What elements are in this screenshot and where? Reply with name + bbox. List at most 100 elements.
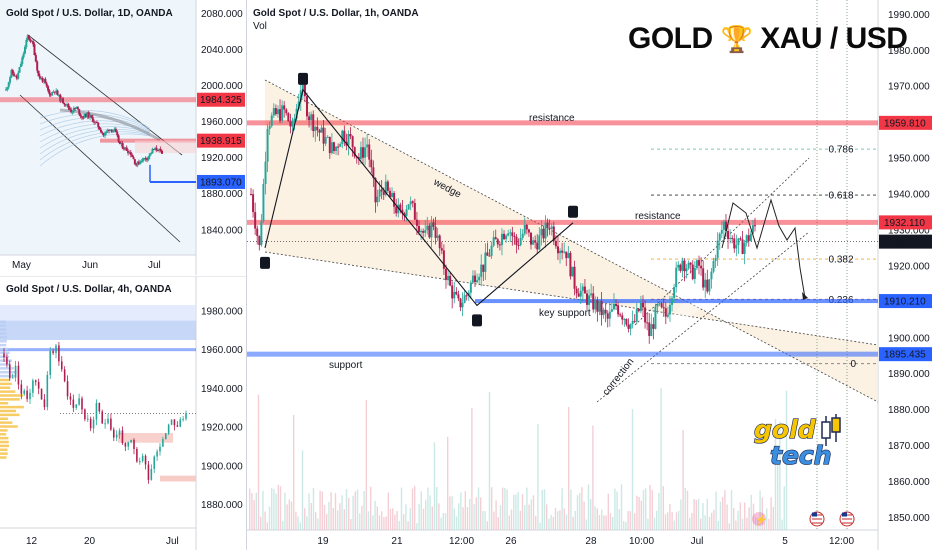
main-candle-body: [341, 130, 344, 144]
main-volume-bar: [715, 491, 717, 530]
main-candle-body: [536, 242, 539, 250]
4h-candle-body: [63, 369, 66, 382]
main-candle-body: [274, 108, 277, 115]
daily-candle-body: [143, 157, 146, 159]
4h-candle-body: [26, 390, 28, 400]
main-volume-bar: [702, 503, 704, 530]
daily-x-tick-label: May: [12, 260, 31, 271]
main-candle-body: [731, 237, 734, 239]
main-candle-body: [272, 108, 275, 116]
main-volume-bar: [301, 450, 304, 530]
daily-chart-panel[interactable]: 2080.000 2040.000 2000.000 1960.000 1920.000…: [0, 0, 246, 275]
main-volume-bar: [363, 491, 365, 530]
level-line-resistance: [247, 219, 878, 225]
main-volume-bar: [719, 501, 722, 530]
main-candle-body: [722, 221, 725, 230]
main-candle-body: [633, 320, 636, 322]
daily-ma-line: [39, 110, 151, 129]
main-volume-bar: [625, 522, 627, 530]
main-candle-body: [675, 267, 678, 288]
main-volume-bar: [779, 421, 781, 530]
main-candle-body: [250, 194, 252, 196]
4h-candle-body: [141, 455, 144, 461]
main-candle-body: [509, 232, 512, 234]
daily-candle-body: [42, 78, 45, 82]
4h-volume-profile-bar: [0, 421, 13, 424]
main-volume-bar: [717, 521, 719, 530]
main-candle-body: [411, 201, 414, 204]
main-candle-body: [362, 147, 364, 158]
main-volume-bar: [422, 508, 425, 530]
main-volume-bar: [651, 490, 653, 530]
4h-candle-body: [147, 464, 150, 480]
4h-candle-body: [81, 398, 83, 410]
daily-candle-body: [40, 78, 43, 80]
4h-candle-body: [124, 443, 127, 447]
main-price-label-bg: [879, 215, 932, 230]
main-volume-bar: [376, 506, 378, 530]
4h-volume-profile-bar: [0, 386, 11, 389]
4h-volume-profile-bar: [0, 452, 8, 455]
daily-candle-body: [13, 73, 16, 77]
4h-candle-body: [101, 411, 104, 424]
4h-y-tick-label: 1940.000: [201, 384, 243, 395]
main-volume-bar: [286, 504, 288, 530]
main-volume-bar: [253, 500, 255, 530]
lightning-event-icon[interactable]: [752, 512, 766, 526]
4h-chart-panel[interactable]: 1980.000 1960.000 1940.000 1920.000 1900.000…: [0, 276, 246, 550]
main-candle-body: [320, 127, 323, 133]
daily-candle-body: [99, 129, 102, 133]
main-candle-body: [465, 295, 468, 297]
main-volume-bar: [381, 511, 383, 530]
fib-level-label: 0: [851, 359, 857, 370]
main-volume-bar: [466, 507, 469, 530]
main-x-tick-label: 19: [317, 536, 329, 547]
panel-divider[interactable]: [246, 0, 247, 550]
main-volume-bar: [407, 521, 409, 530]
main-candle-body: [254, 212, 257, 229]
main-volume-bar: [332, 508, 334, 530]
main-candle-body: [301, 85, 304, 91]
daily-candle-body: [28, 35, 31, 40]
main-candle-body: [681, 260, 684, 271]
main-candle-body: [314, 126, 317, 132]
main-volume-bar: [618, 509, 620, 530]
main-candle-body: [422, 230, 425, 233]
hourly-chart-panel[interactable]: 1990.0001980.0001970.0001960.0001950.000…: [247, 0, 932, 550]
main-volume-bar: [662, 486, 664, 530]
4h-candle-body: [133, 439, 135, 449]
main-candle-body: [710, 271, 713, 280]
main-candle-body: [538, 235, 541, 250]
main-volume-bar: [455, 516, 458, 530]
main-volume-bar: [728, 523, 730, 530]
main-volume-bar: [763, 522, 766, 530]
daily-y-tick-label: 1880.000: [201, 189, 243, 200]
main-candle-body: [542, 228, 545, 239]
main-candle-body: [565, 251, 568, 259]
main-candle-body: [612, 303, 615, 310]
main-candle-body: [540, 228, 543, 236]
main-candle-body: [384, 181, 387, 195]
main-volume-bar: [739, 502, 741, 530]
main-volume-bar: [636, 495, 638, 530]
main-volume-bar: [722, 497, 724, 530]
fib-level-label: 0.786: [829, 145, 854, 156]
daily-candle-body: [139, 161, 142, 164]
main-candle-body: [648, 322, 651, 337]
main-volume-bar: [440, 517, 442, 530]
main-volume-bar: [777, 447, 779, 530]
main-volume-bar: [394, 514, 396, 530]
daily-candles: [5, 34, 163, 168]
daily-candle-body: [83, 113, 86, 118]
main-candle-body: [629, 324, 632, 329]
main-candle-body: [486, 252, 489, 256]
main-price-label: 1959.810: [884, 118, 926, 129]
daily-candle-body: [124, 147, 127, 150]
main-candle-body: [484, 252, 487, 272]
daily-candle-body: [38, 76, 41, 79]
main-candle-body: [507, 233, 510, 236]
main-candle-body: [343, 130, 346, 142]
main-volume-bars: [249, 388, 788, 530]
daily-candle-body: [30, 41, 33, 43]
daily-candle-body: [21, 57, 24, 64]
